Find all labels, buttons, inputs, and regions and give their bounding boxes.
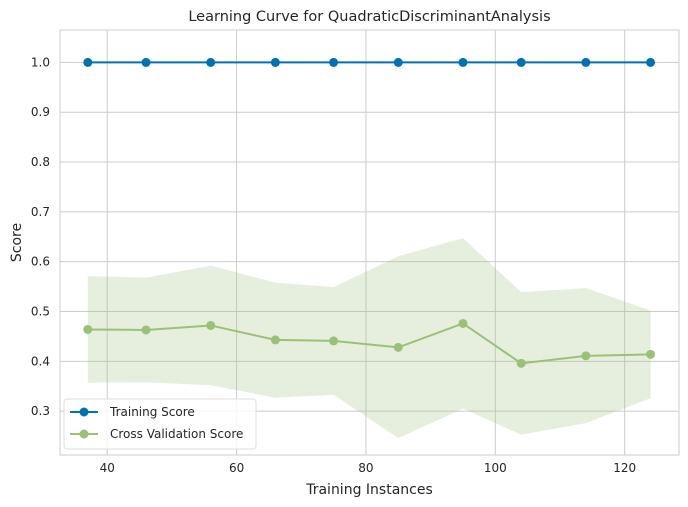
data-point [270,57,280,67]
data-point [206,320,216,330]
data-point [83,324,93,334]
x-axis-title: Training Instances [305,482,433,498]
legend-label: Cross Validation Score [110,427,243,441]
series-points [83,57,656,368]
chart-title: Learning Curve for QuadraticDiscriminant… [188,9,550,25]
series-lines [87,61,651,365]
y-tick-label: 0.5 [31,305,50,319]
x-tick-labels: 40 60 80 100 120 [100,461,637,475]
data-point [83,57,93,67]
x-tick-label: 120 [613,461,636,475]
series-line-1 [87,322,651,365]
data-point [581,57,591,67]
y-tick-label: 0.4 [31,354,50,368]
data-point [393,342,403,352]
data-point [458,57,468,67]
data-point [458,318,468,328]
x-tick-label: 60 [229,461,244,475]
legend: Training Score Cross Validation Score [63,398,257,450]
x-tick-label: 40 [100,461,115,475]
data-point [329,336,339,346]
data-point [206,57,216,67]
y-axis-title: Score [9,223,25,262]
y-tick-labels: 0.3 0.4 0.5 0.6 0.7 0.8 0.9 1.0 [31,55,50,418]
legend-swatch-marker [79,407,89,417]
data-point [141,57,151,67]
y-tick-label: 1.0 [31,55,50,69]
grid [60,30,679,455]
confidence-band-1 [87,238,651,439]
y-tick-label: 0.8 [31,155,50,169]
plot-frame [59,29,680,456]
data-point [270,335,280,345]
y-tick-label: 0.6 [31,255,50,269]
legend-box [63,398,257,450]
x-tick-label: 100 [484,461,507,475]
y-tick-label: 0.3 [31,404,50,418]
y-tick-label: 0.9 [31,105,50,119]
data-point [329,57,339,67]
data-point [141,325,151,335]
data-point [646,57,656,67]
data-point [393,57,403,67]
data-point [516,57,526,67]
y-tick-label: 0.7 [31,205,50,219]
confidence-bands [87,238,651,439]
legend-label: Training Score [109,405,195,419]
data-point [516,358,526,368]
legend-swatch-marker [79,429,89,439]
x-tick-label: 80 [358,461,373,475]
data-point [581,351,591,361]
data-point [646,349,656,359]
